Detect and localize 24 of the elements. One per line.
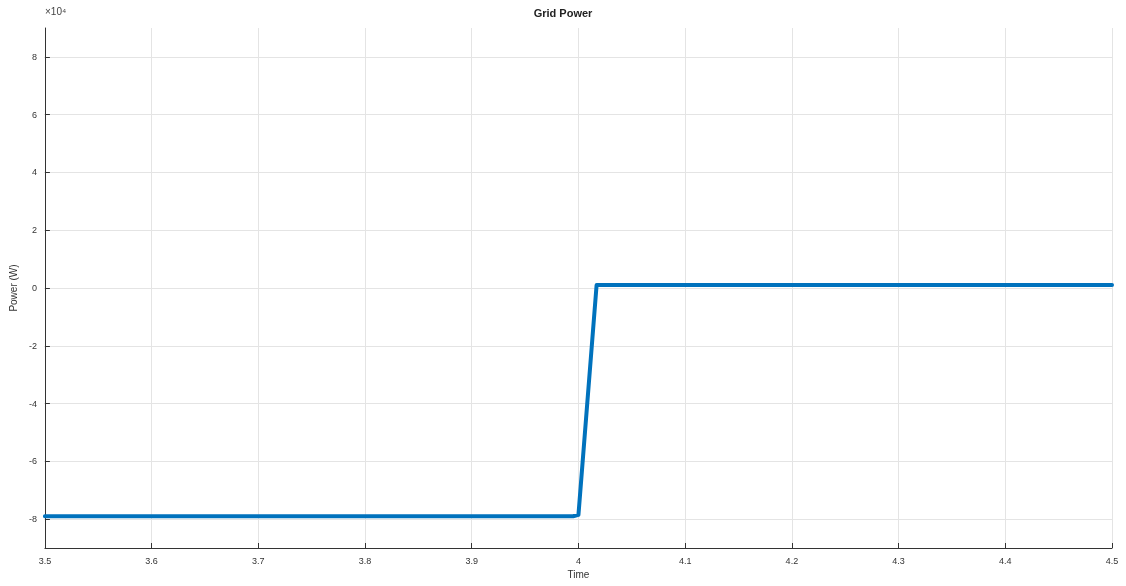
y-tick-label: -4 — [28, 398, 37, 409]
text: ×10⁴ — [45, 5, 67, 17]
y-tick-label: -6 — [28, 456, 37, 467]
x-tick-label: 4.1 — [678, 555, 692, 566]
y-tick-label: -2 — [28, 340, 37, 351]
x-tick-label: 3.7 — [252, 555, 265, 566]
y-tick-label: 0 — [31, 283, 37, 293]
x-tick-label: 3.8 — [358, 555, 372, 566]
chart-title: Grid Power — [533, 6, 594, 19]
y-tick-label: 6 — [31, 109, 37, 120]
y-axis-title: Power (W) — [7, 264, 19, 312]
y-tick-label: 2 — [31, 225, 37, 236]
x-tick-label: 3.5 — [38, 555, 52, 566]
x-tick-label: 4 — [575, 555, 581, 566]
y-tick-label: -8 — [28, 514, 37, 525]
x-tick-label: 3.6 — [145, 555, 158, 566]
x-tick-label: 4.3 — [892, 555, 905, 566]
y-tick-label: 8 — [31, 51, 37, 62]
y-tick-label: 4 — [31, 167, 37, 178]
x-axis-title: Time — [567, 569, 590, 581]
x-tick-label: 4.2 — [785, 555, 799, 566]
x-tick-label: 4.5 — [1105, 555, 1119, 566]
x-tick-label: 4.4 — [999, 555, 1012, 566]
x-tick-label: 3.9 — [465, 555, 478, 566]
